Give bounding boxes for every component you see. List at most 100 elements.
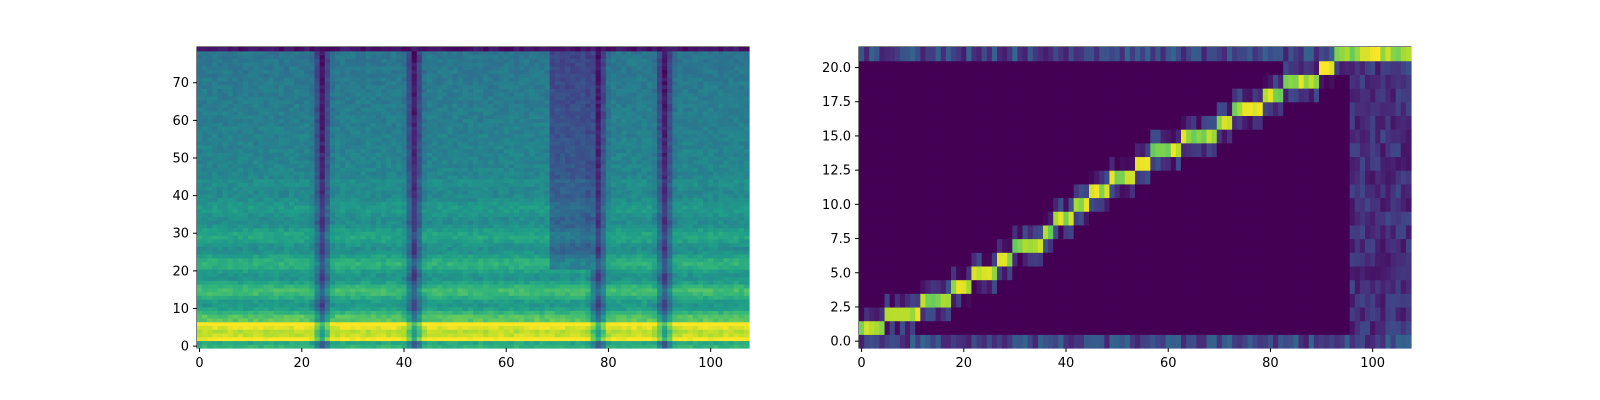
heatmap-cell: [278, 265, 285, 270]
heatmap-cell: [248, 167, 254, 172]
heatmap-cell: [253, 77, 259, 82]
heatmap-cell: [217, 133, 224, 138]
heatmap-cell: [508, 220, 515, 225]
heatmap-cell: [457, 287, 464, 293]
heatmap-cell: [289, 69, 295, 74]
heatmap-cell: [467, 92, 474, 97]
heatmap-cell: [513, 332, 520, 338]
heatmap-cell: [462, 253, 469, 259]
heatmap-cell: [493, 103, 500, 108]
heatmap-cell: [304, 118, 311, 123]
heatmap-cell: [508, 250, 515, 255]
heatmap-cell: [411, 344, 418, 349]
heatmap-cell: [217, 95, 224, 101]
heatmap-cell: [217, 129, 224, 135]
heatmap-cell: [278, 276, 285, 281]
heatmap-cell: [483, 182, 489, 187]
heatmap-cell: [411, 50, 418, 56]
heatmap-cell: [421, 107, 428, 112]
heatmap-cell: [360, 216, 367, 221]
heatmap-cell: [396, 54, 403, 59]
heatmap-cell: [391, 235, 397, 240]
heatmap-cell: [508, 186, 515, 191]
heatmap-cell: [299, 95, 305, 101]
heatmap-cell: [381, 314, 387, 319]
heatmap-cell: [391, 291, 397, 296]
heatmap-cell: [478, 73, 484, 78]
heatmap-cell: [319, 171, 326, 176]
heatmap-cell: [237, 242, 244, 248]
heatmap-cell: [340, 65, 346, 71]
heatmap-cell: [304, 193, 311, 199]
heatmap-cell: [432, 182, 438, 187]
heatmap-cell: [278, 295, 285, 300]
heatmap-cell: [360, 242, 367, 248]
heatmap-cell: [396, 306, 403, 311]
heatmap-cell: [345, 167, 351, 172]
heatmap-cell: [406, 65, 413, 71]
heatmap-cell: [467, 148, 474, 153]
heatmap-cell: [248, 208, 254, 214]
heatmap-cell: [447, 129, 454, 135]
heatmap-cell: [237, 107, 244, 112]
heatmap-cell: [437, 77, 443, 82]
heatmap-cell: [258, 84, 265, 89]
heatmap-cell: [237, 340, 244, 345]
heatmap-cell: [478, 336, 484, 342]
heatmap-cell: [488, 167, 495, 172]
heatmap-cell: [498, 261, 505, 266]
heatmap-cell: [197, 235, 203, 240]
heatmap-cell: [263, 159, 270, 165]
heatmap-cell: [222, 314, 229, 319]
heatmap-cell: [350, 152, 357, 157]
heatmap-cell: [442, 62, 449, 67]
heatmap-cell: [421, 201, 428, 206]
heatmap-cell: [457, 280, 464, 285]
heatmap-cell: [488, 291, 495, 296]
heatmap-cell: [503, 133, 510, 138]
heatmap-cell: [401, 171, 408, 176]
heatmap-cell: [268, 321, 275, 327]
heatmap-cell: [278, 238, 285, 244]
heatmap-cell: [508, 265, 515, 270]
heatmap-cell: [304, 92, 311, 97]
heatmap-cell: [452, 103, 459, 108]
heatmap-cell: [212, 287, 219, 293]
heatmap-cell: [253, 265, 259, 270]
heatmap-cell: [232, 58, 239, 63]
heatmap-cell: [278, 182, 285, 187]
heatmap-cell: [294, 186, 300, 191]
heatmap-cell: [197, 171, 203, 176]
heatmap-cell: [370, 197, 377, 202]
heatmap-cell: [258, 189, 265, 195]
heatmap-cell: [289, 103, 295, 108]
heatmap-cell: [207, 65, 213, 71]
heatmap-cell: [493, 212, 500, 217]
heatmap-cell: [406, 110, 413, 116]
heatmap-cell: [345, 235, 351, 240]
heatmap-cell: [350, 220, 357, 225]
heatmap-cell: [508, 242, 515, 248]
heatmap-cell: [289, 47, 295, 52]
heatmap-cell: [335, 257, 341, 263]
heatmap-cell: [319, 205, 326, 210]
heatmap-cell: [381, 69, 387, 74]
heatmap-cell: [319, 144, 326, 150]
heatmap-cell: [401, 242, 408, 248]
heatmap-cell: [202, 47, 208, 52]
heatmap-cell: [202, 103, 208, 108]
heatmap-cell: [467, 62, 474, 67]
heatmap-cell: [355, 163, 362, 168]
heatmap-cell: [427, 344, 433, 349]
heatmap-cell: [309, 110, 316, 116]
heatmap-cell: [473, 317, 479, 323]
heatmap-cell: [212, 246, 219, 251]
heatmap-cell: [375, 133, 382, 138]
heatmap-cell: [452, 291, 459, 296]
heatmap-cell: [243, 250, 249, 255]
heatmap-cell: [222, 329, 229, 334]
heatmap-cell: [498, 235, 505, 240]
heatmap-cell: [483, 265, 489, 270]
heatmap-cell: [314, 284, 321, 289]
heatmap-cell: [299, 50, 305, 56]
